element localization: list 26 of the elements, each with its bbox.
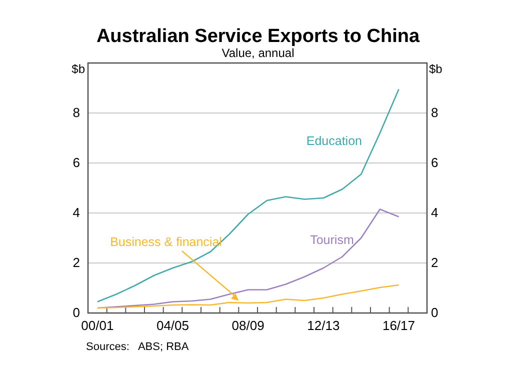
x-tick-label: 08/09 [232,318,264,333]
line-series [96,208,400,309]
y-tick-label: 6 [72,155,80,170]
x-tick-label: 12/13 [307,318,340,333]
y2-tick-label: 6 [431,155,438,170]
y2-axis-title: $b [429,62,443,76]
y-tick-label: 0 [72,305,80,320]
y2-tick-label: 4 [431,205,438,220]
y2-tick-label: 2 [431,255,438,270]
chart-subtitle: Value, annual [222,46,294,60]
series-label: Education [306,134,362,148]
y-tick-label: 4 [72,205,80,220]
line-series [96,88,400,302]
y2-tick-label: 0 [431,305,438,320]
y-axis-title: $b [72,62,86,76]
x-tick-label: 16/17 [382,318,416,333]
y-tick-label: 8 [72,105,80,120]
chart-title: Australian Service Exports to China [96,26,420,47]
y-tick-label: 2 [72,255,80,270]
series-label: Tourism [310,233,354,247]
y2-tick-label: 8 [431,105,438,120]
x-tick-label: 04/05 [156,318,190,333]
source-note: Sources: ABS; RBA [86,341,190,353]
text: Business & financial [110,235,222,249]
x-tick-label: 00/01 [81,318,114,333]
line-series [96,284,400,309]
